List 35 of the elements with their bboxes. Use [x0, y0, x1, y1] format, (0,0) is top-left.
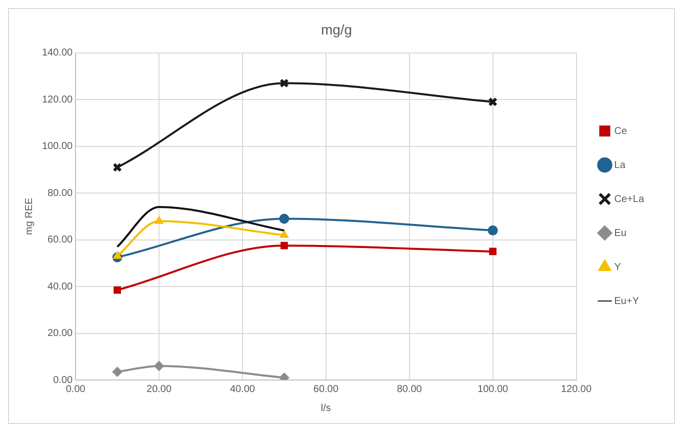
- chart-title: mg/g: [320, 21, 352, 38]
- legend-label: Ce: [614, 126, 628, 137]
- y-tick-label: 140.00: [42, 48, 74, 59]
- x-axis-title: l/s: [320, 402, 331, 414]
- legend-label: Eu+Y: [614, 296, 640, 307]
- point: [280, 242, 288, 250]
- legend-label: Y: [614, 262, 622, 273]
- point: [489, 248, 496, 256]
- y-tick-label: 80.00: [48, 188, 74, 199]
- x-tick-label: 120.00: [560, 384, 592, 395]
- point: [112, 251, 122, 259]
- x-tick-label: 80.00: [396, 384, 422, 395]
- legend-label: La: [614, 160, 626, 171]
- x-tick-label: 0.00: [66, 384, 86, 395]
- point: [279, 214, 290, 224]
- point: [488, 225, 498, 236]
- x-tick-label: 40.00: [230, 384, 256, 395]
- point: [280, 230, 289, 238]
- point: [154, 360, 164, 371]
- y-tick-label: 0.00: [53, 374, 74, 386]
- y-tick-label: 100.00: [42, 141, 74, 152]
- x-tick-label: 20.00: [146, 384, 172, 395]
- x-tick-label: 100.00: [478, 384, 509, 395]
- y-tick-label: 20.00: [48, 328, 74, 340]
- point: [112, 366, 122, 377]
- point: [154, 216, 164, 224]
- point: [114, 286, 121, 294]
- legend-label: Eu: [614, 228, 626, 239]
- y-axis-title: mg REE: [24, 197, 35, 236]
- point: [280, 78, 289, 88]
- legend-label: Ce+La: [614, 194, 644, 205]
- y-tick-label: 40.00: [48, 281, 74, 292]
- y-tick-label: 120.00: [42, 94, 74, 106]
- y-tick-label: 60.00: [48, 234, 74, 246]
- x-tick-label: 60.00: [313, 384, 339, 395]
